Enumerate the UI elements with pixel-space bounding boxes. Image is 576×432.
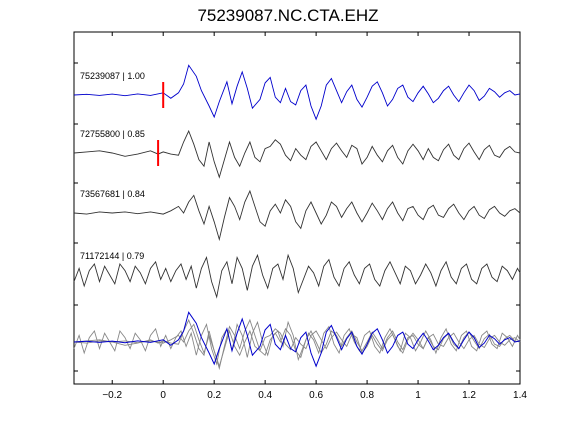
overlay-trace-3 bbox=[73, 318, 521, 371]
waveform-traces bbox=[73, 64, 521, 299]
trace-label-2: 72755800 | 0.85 bbox=[80, 129, 145, 139]
y-tick-marks bbox=[74, 62, 520, 372]
x-tick-label: 0.2 bbox=[207, 390, 221, 401]
x-tick-label: 0.4 bbox=[258, 390, 272, 401]
overlay-traces bbox=[73, 311, 521, 371]
overlay-trace-2 bbox=[73, 318, 521, 368]
x-tick-label: −0.2 bbox=[102, 390, 122, 401]
trace-label-3: 73567681 | 0.84 bbox=[80, 189, 145, 199]
trace-labels: 75239087 | 1.00 72755800 | 0.85 73567681 |… bbox=[80, 71, 145, 261]
x-tick-label: 1 bbox=[415, 390, 421, 401]
plot-frame bbox=[73, 31, 521, 385]
overlay-trace-1 bbox=[73, 311, 521, 368]
x-tick-label: 0.6 bbox=[309, 390, 323, 401]
x-tick-label: 1.2 bbox=[462, 390, 476, 401]
trace-line-2 bbox=[73, 129, 521, 179]
trace-line-1 bbox=[73, 64, 521, 121]
chart-title: 75239087.NC.CTA.EHZ bbox=[197, 6, 379, 25]
trace-label-4: 71172144 | 0.79 bbox=[80, 251, 144, 261]
x-tick-label: 0 bbox=[160, 390, 166, 401]
trace-label-1: 75239087 | 1.00 bbox=[80, 71, 145, 81]
x-axis: −0.2 0 0.2 0.4 0.6 0.8 1 1.2 1.4 bbox=[102, 32, 527, 401]
x-tick-label: 1.4 bbox=[513, 390, 527, 401]
trace-line-3 bbox=[73, 189, 521, 242]
x-tick-label: 0.8 bbox=[360, 390, 374, 401]
trace-line-4 bbox=[73, 253, 521, 299]
